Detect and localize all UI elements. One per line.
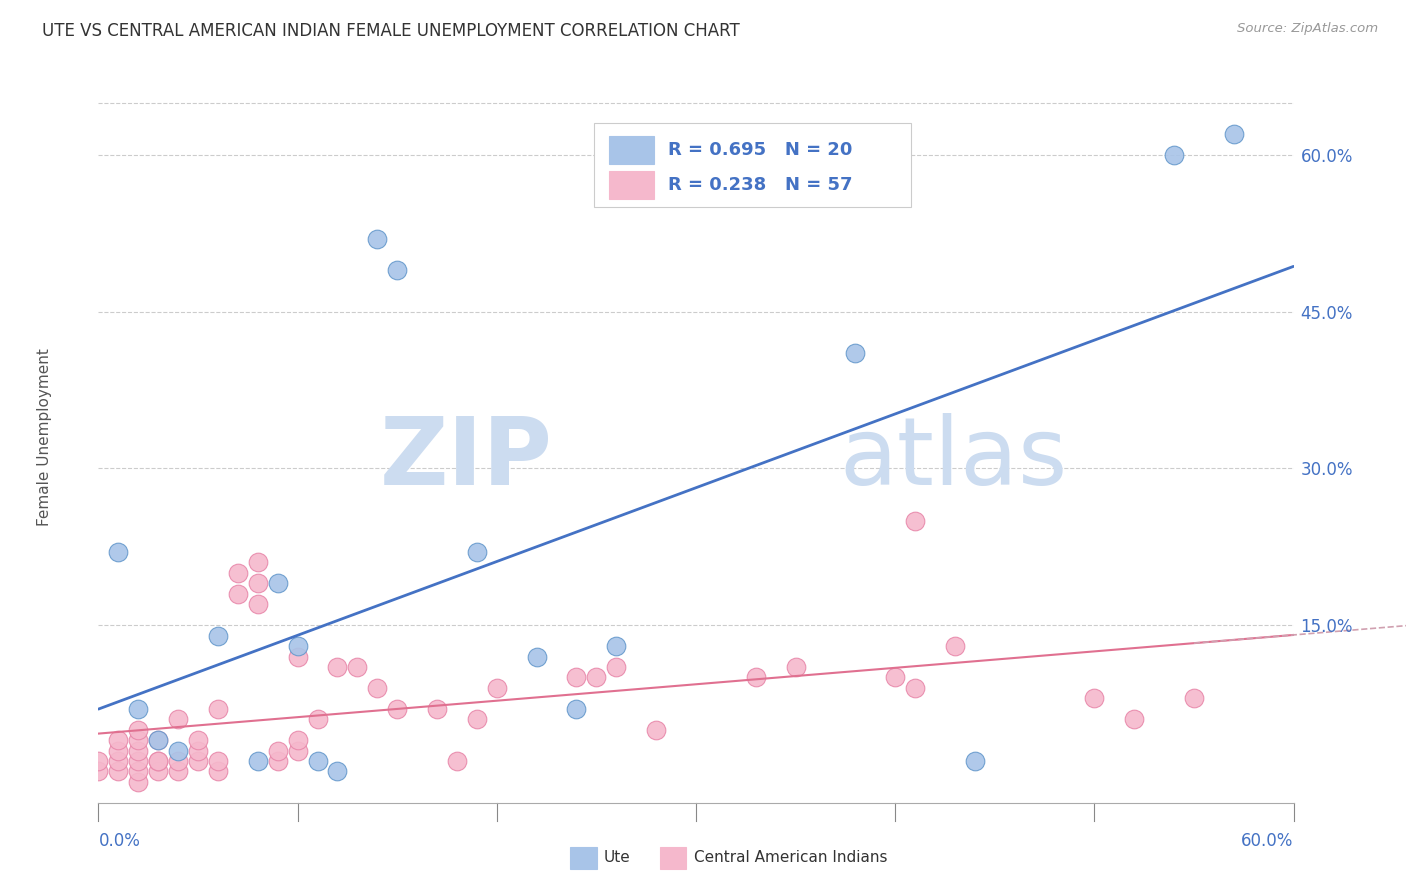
Point [585,670,607,684]
Point [148,764,170,779]
Point [785,660,807,674]
Point [366,681,388,695]
Point [565,702,588,716]
Point [267,754,290,768]
Point [645,723,668,737]
Point [565,670,588,684]
Text: Ute: Ute [605,850,631,865]
Point [287,733,309,747]
Point [307,754,329,768]
Point [148,733,170,747]
Point [904,681,927,695]
Point [167,712,190,726]
Point [267,576,290,591]
Point [1182,691,1205,706]
Bar [661,847,686,869]
Text: R = 0.695   N = 20: R = 0.695 N = 20 [668,141,853,160]
Point [187,743,209,757]
Point [465,712,488,726]
Point [127,754,149,768]
Point [127,723,149,737]
Text: atlas: atlas [839,413,1067,505]
Point [127,702,149,716]
Point [745,670,768,684]
Point [326,660,349,674]
Point [1083,691,1105,706]
Text: Source: ZipAtlas.com: Source: ZipAtlas.com [1237,22,1378,36]
Point [307,712,329,726]
Point [226,587,249,601]
Point [107,545,129,559]
Point [148,754,170,768]
Point [605,639,627,653]
Point [884,670,907,684]
Point [526,649,548,664]
Point [127,764,149,779]
Point [1222,127,1246,141]
Point [366,231,388,245]
Bar [609,171,654,199]
Point [346,660,368,674]
Point [287,639,309,653]
Point [904,514,927,528]
Point [127,775,149,789]
Bar [609,136,654,164]
Point [246,754,269,768]
Point [167,754,190,768]
Point [207,702,229,716]
Point [246,556,269,570]
Point [226,566,249,580]
Point [485,681,508,695]
Point [426,702,449,716]
Point [465,545,488,559]
Point [1123,712,1146,726]
Point [87,754,110,768]
Text: UTE VS CENTRAL AMERICAN INDIAN FEMALE UNEMPLOYMENT CORRELATION CHART: UTE VS CENTRAL AMERICAN INDIAN FEMALE UN… [42,22,740,40]
Point [246,597,269,611]
Point [605,660,627,674]
Point [187,754,209,768]
Point [844,346,866,360]
Point [127,743,149,757]
FancyBboxPatch shape [595,122,911,207]
Point [287,649,309,664]
Point [107,754,129,768]
Point [207,754,229,768]
Point [107,764,129,779]
Point [127,733,149,747]
Point [148,754,170,768]
Text: Central American Indians: Central American Indians [693,850,887,865]
Point [207,764,229,779]
Point [246,576,269,591]
Point [287,743,309,757]
Point [107,743,129,757]
Point [446,754,468,768]
Point [148,733,170,747]
Text: 60.0%: 60.0% [1241,832,1294,850]
Text: 0.0%: 0.0% [98,832,141,850]
Point [1163,148,1185,162]
Point [963,754,986,768]
Bar [571,847,596,869]
Point [326,764,349,779]
Point [167,764,190,779]
Text: R = 0.238   N = 57: R = 0.238 N = 57 [668,176,853,194]
Point [207,629,229,643]
Text: ZIP: ZIP [380,413,553,505]
Point [167,743,190,757]
Point [943,639,966,653]
Point [107,733,129,747]
Point [87,764,110,779]
Point [385,702,409,716]
Text: Female Unemployment: Female Unemployment [37,348,52,526]
Point [187,733,209,747]
Point [267,743,290,757]
Point [385,263,409,277]
